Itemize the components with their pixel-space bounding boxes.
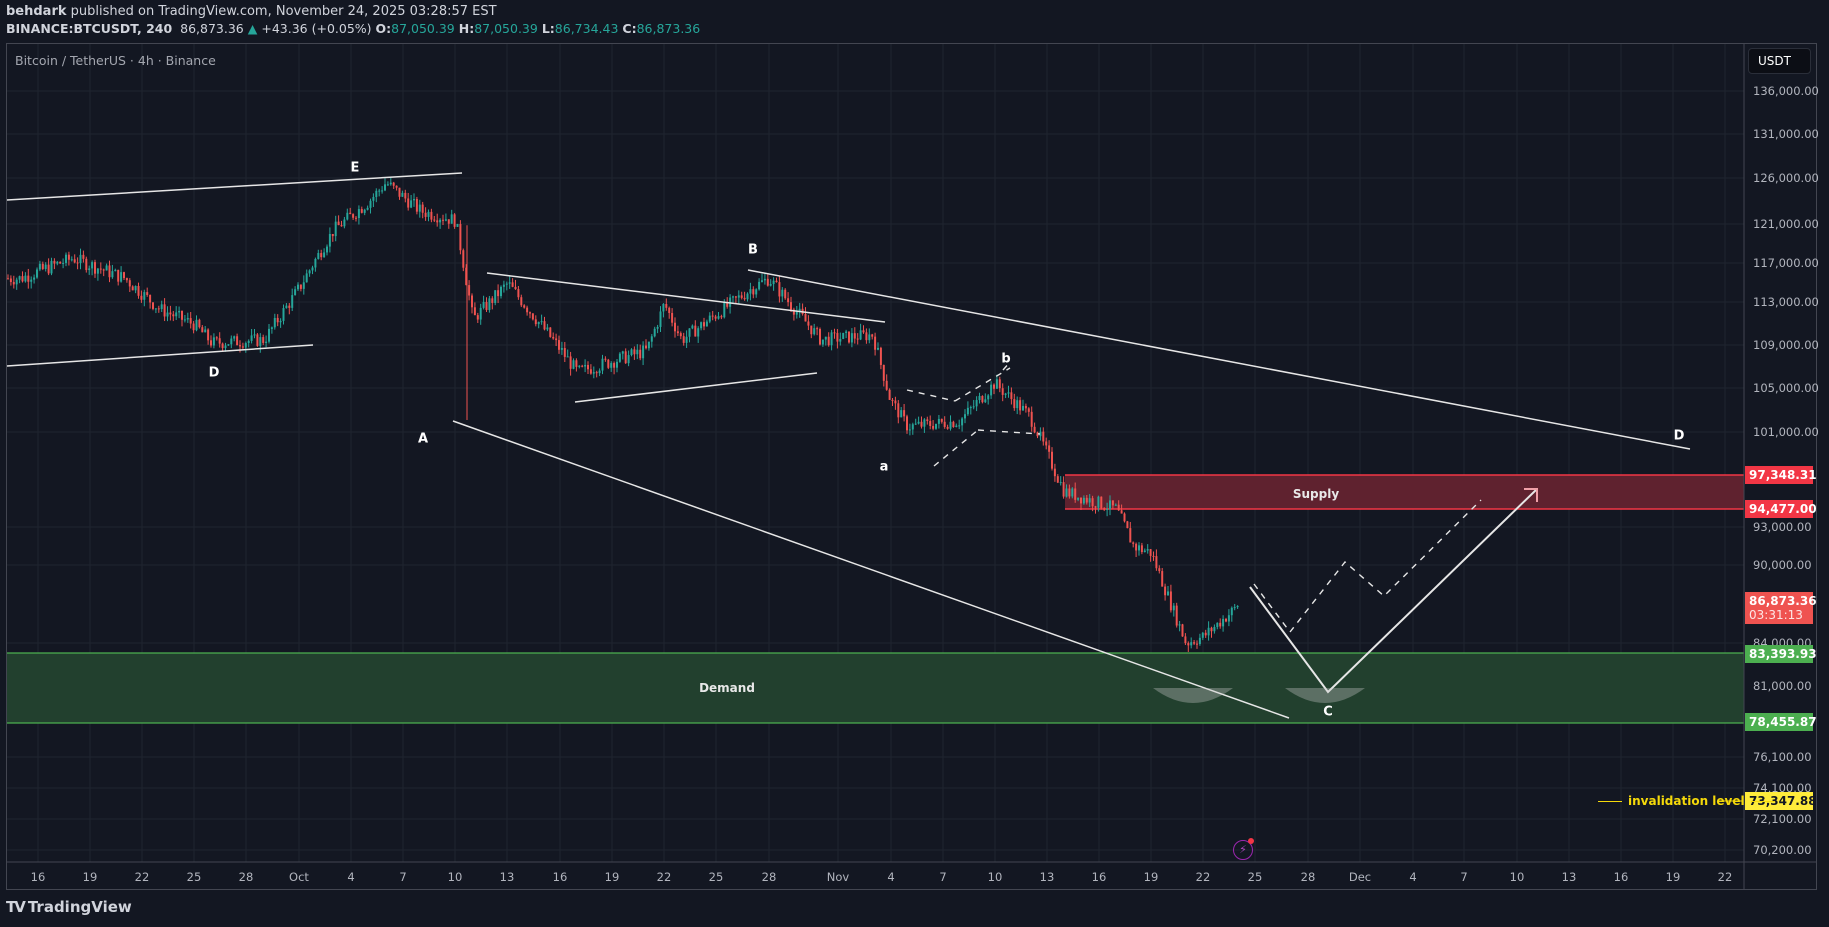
time-tick-label: 19 bbox=[1143, 870, 1159, 884]
brand-name: TradingView bbox=[27, 898, 132, 916]
currency-button[interactable]: USDT bbox=[1748, 48, 1811, 74]
price-tick-label: 74,100.00 bbox=[1753, 781, 1812, 795]
price-tick-label: 113,000.00 bbox=[1753, 295, 1819, 309]
price-tick-label: 70,200.00 bbox=[1753, 843, 1812, 857]
close-label: C: bbox=[622, 21, 637, 36]
time-tick-label: 16 bbox=[552, 870, 568, 884]
wave-label-a: a bbox=[879, 459, 889, 475]
price-tick-label: 76,100.00 bbox=[1753, 750, 1812, 764]
time-tick-label: 7 bbox=[939, 870, 947, 884]
low-label: L: bbox=[541, 21, 555, 36]
time-tick-label: 28 bbox=[1300, 870, 1316, 884]
price-badge: 97,348.31 bbox=[1745, 466, 1817, 484]
high-value: 87,050.39 bbox=[474, 21, 538, 36]
publish-info: behdark published on TradingView.com, No… bbox=[6, 4, 497, 19]
time-tick-label: 19 bbox=[1665, 870, 1681, 884]
time-tick-label: 13 bbox=[499, 870, 515, 884]
lightning-icon[interactable]: ⚡ bbox=[1233, 838, 1254, 860]
price-tick-label: 90,000.00 bbox=[1753, 558, 1812, 572]
wave-label-A: A bbox=[417, 431, 429, 447]
price-tick-label: 72,100.00 bbox=[1753, 812, 1812, 826]
price-change: +43.36 (+0.05%) bbox=[261, 21, 372, 36]
demand-zone-label: Demand bbox=[699, 681, 755, 695]
trend-drawings[interactable] bbox=[6, 172, 1744, 802]
time-tick-label: 10 bbox=[1509, 870, 1525, 884]
chart-frame bbox=[6, 43, 1817, 890]
wave-label-C: C bbox=[1323, 704, 1333, 720]
price-badge: 86,873.36 03:31:13 bbox=[1745, 592, 1817, 624]
price-badge: 73,347.88 bbox=[1745, 792, 1817, 810]
time-tick-label: 16 bbox=[1091, 870, 1107, 884]
price-tick-label: 81,000.00 bbox=[1753, 679, 1812, 693]
time-tick-label: 4 bbox=[347, 870, 355, 884]
price-tick-label: 93,000.00 bbox=[1753, 520, 1812, 534]
wave-label-b: b bbox=[1001, 351, 1011, 367]
chart-title: Bitcoin / TetherUS · 4h · Binance bbox=[15, 53, 216, 68]
supply-zone-label: Supply bbox=[1292, 487, 1340, 501]
publish-text: published on TradingView.com, November 2… bbox=[70, 4, 497, 19]
time-tick-label: 25 bbox=[186, 870, 202, 884]
time-tick-label: Oct bbox=[289, 870, 309, 884]
zones bbox=[7, 474, 1744, 724]
price-tick-label: 101,000.00 bbox=[1753, 425, 1819, 439]
grid-lines bbox=[7, 44, 1744, 862]
price-tick-label: 121,000.00 bbox=[1753, 217, 1819, 231]
wave-label-E: E bbox=[350, 160, 360, 176]
price-tick-label: 117,000.00 bbox=[1753, 256, 1819, 270]
time-tick-label: 22 bbox=[134, 870, 150, 884]
time-tick-label: 7 bbox=[399, 870, 407, 884]
candles bbox=[7, 177, 1239, 652]
price-tick-label: 105,000.00 bbox=[1753, 381, 1819, 395]
time-tick-label: 22 bbox=[1195, 870, 1211, 884]
tv-logo-icon: TV bbox=[6, 898, 26, 916]
price-badge: 94,477.00 bbox=[1745, 500, 1817, 518]
price-tick-label: 126,000.00 bbox=[1753, 171, 1819, 185]
time-tick-label: 10 bbox=[447, 870, 463, 884]
close-value: 86,873.36 bbox=[636, 21, 701, 36]
time-tick-label: 16 bbox=[30, 870, 46, 884]
time-tick-label: Dec bbox=[1348, 870, 1372, 884]
open-label: O: bbox=[375, 21, 392, 36]
high-label: H: bbox=[458, 21, 475, 36]
time-tick-label: 7 bbox=[1460, 870, 1468, 884]
time-tick-label: 16 bbox=[1613, 870, 1629, 884]
time-tick-label: 13 bbox=[1039, 870, 1055, 884]
open-value: 87,050.39 bbox=[391, 21, 455, 36]
wave-label-D: D bbox=[1673, 428, 1685, 444]
time-tick-label: 4 bbox=[1409, 870, 1417, 884]
price-tick-label: 136,000.00 bbox=[1753, 84, 1819, 98]
wave-label-B: B bbox=[748, 242, 758, 258]
time-tick-label: 22 bbox=[656, 870, 672, 884]
time-tick-label: 19 bbox=[82, 870, 98, 884]
time-tick-label: 19 bbox=[604, 870, 620, 884]
symbol-info-bar: BINANCE:BTCUSDT, 240 86,873.36 ▲ +43.36 … bbox=[6, 21, 700, 36]
up-arrow-icon: ▲ bbox=[247, 21, 258, 36]
time-tick-label: 10 bbox=[987, 870, 1003, 884]
invalidation-label: invalidation level bbox=[1628, 794, 1745, 808]
tradingview-logo[interactable]: TV TradingView bbox=[6, 898, 132, 916]
time-tick-label: 25 bbox=[708, 870, 724, 884]
notification-dot bbox=[1248, 838, 1254, 844]
symbol-label: BINANCE:BTCUSDT, 240 bbox=[6, 21, 173, 36]
bar-countdown: 03:31:13 bbox=[1749, 608, 1803, 622]
low-value: 86,734.43 bbox=[554, 21, 619, 36]
time-tick-label: 28 bbox=[761, 870, 777, 884]
time-tick-label: Nov bbox=[826, 870, 850, 884]
price-badge: 78,455.87 bbox=[1745, 713, 1817, 731]
invalidation-level: invalidation level bbox=[1592, 794, 1781, 808]
last-price: 86,873.36 bbox=[180, 21, 244, 36]
price-tick-label: 131,000.00 bbox=[1753, 127, 1819, 141]
time-tick-label: 22 bbox=[1717, 870, 1733, 884]
time-tick-label: 13 bbox=[1561, 870, 1577, 884]
price-tick-label: 109,000.00 bbox=[1753, 338, 1819, 352]
author-name: behdark bbox=[6, 4, 67, 19]
time-tick-label: 4 bbox=[887, 870, 895, 884]
time-tick-label: 25 bbox=[1247, 870, 1263, 884]
time-tick-label: 28 bbox=[238, 870, 254, 884]
price-badge: 83,393.93 bbox=[1745, 645, 1817, 663]
wave-label-D: D bbox=[208, 365, 220, 381]
